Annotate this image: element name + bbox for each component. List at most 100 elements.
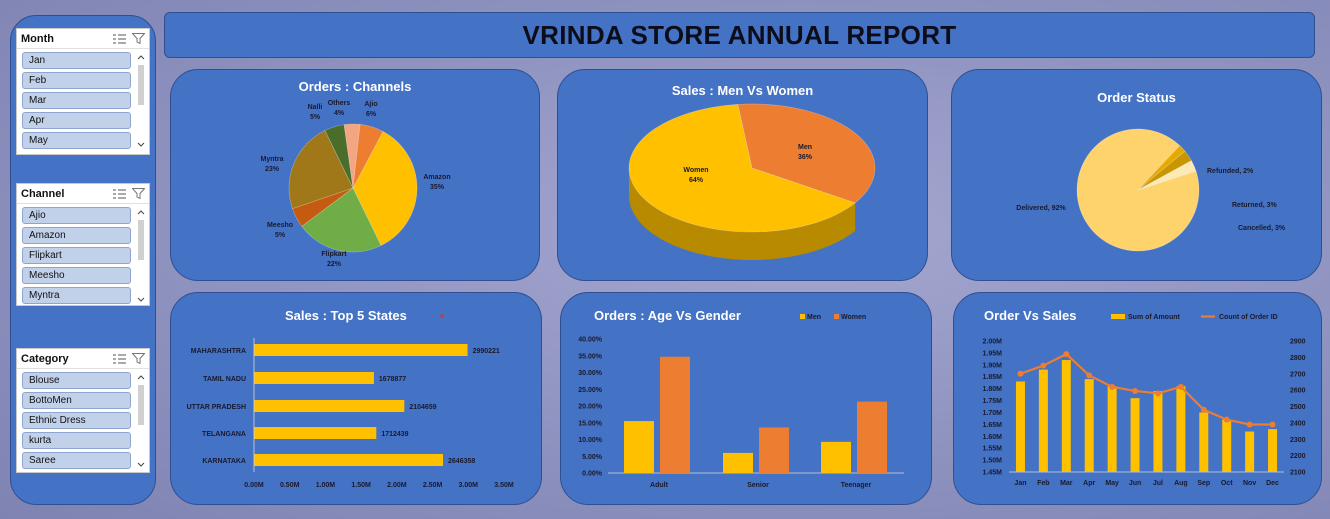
slicer-item[interactable]: Meesho (22, 267, 131, 284)
multi-select-icon[interactable] (113, 188, 126, 199)
y-tick-label: 0.00% (582, 471, 603, 478)
line-point (1063, 351, 1070, 358)
multi-select-icon[interactable] (113, 353, 126, 364)
slicer-item[interactable]: May (22, 132, 131, 149)
data-label: Amazon (423, 174, 450, 181)
slicer-item[interactable]: Jan (22, 52, 131, 69)
x-tick-label: 2.50M (423, 482, 443, 489)
slicer-item[interactable]: Flipkart (22, 247, 131, 264)
clear-filter-icon[interactable] (132, 33, 145, 44)
bar (723, 452, 753, 473)
slicer-title: Category (21, 352, 69, 365)
pie-slice (352, 131, 418, 246)
y2-tick-label: 2200 (1290, 453, 1306, 460)
category-label: Jan (1014, 480, 1026, 487)
scrollbar-track[interactable] (136, 53, 146, 149)
slicer-scrollbar[interactable] (136, 53, 146, 151)
value-label: 1678877 (379, 376, 406, 383)
y-tick-label: 25.00% (578, 387, 603, 394)
slicer-title: Month (21, 32, 54, 45)
slicer-icons (113, 353, 145, 364)
pie-slice (324, 124, 354, 189)
slicer-item[interactable]: Amazon (22, 227, 131, 244)
slicer-item[interactable]: Ethnic Dress (22, 412, 131, 429)
clear-filter-icon[interactable] (132, 188, 145, 199)
category-label: Jul (1153, 480, 1163, 487)
category-label: Senior (747, 482, 769, 489)
data-label: 5% (310, 114, 321, 121)
line-point (1246, 421, 1253, 428)
bar (1268, 429, 1278, 472)
leader-line (1200, 172, 1206, 176)
y-tick-label: 30.00% (578, 370, 603, 377)
bar (1038, 369, 1048, 472)
bar (857, 401, 887, 473)
data-label: Others (328, 100, 351, 107)
slicer-item[interactable]: Blouse (22, 372, 131, 389)
multi-select-icon[interactable] (113, 33, 126, 44)
data-label: Women (683, 167, 708, 174)
pie-slice (1137, 160, 1197, 191)
bar (624, 421, 654, 473)
bar (1084, 379, 1094, 472)
slicer-item[interactable]: Apr (22, 112, 131, 129)
category-label: KARNATAKA (202, 458, 246, 465)
clear-filter-icon[interactable] (132, 353, 145, 364)
y-tick-label: 5.00% (582, 454, 603, 461)
category-label: TELANGANA (202, 431, 246, 438)
pie-slice-side (629, 168, 856, 261)
category-label: Adult (650, 482, 669, 489)
bar (1130, 398, 1140, 472)
slicer-item[interactable]: BottoMen (22, 392, 131, 409)
slicer-item-list: Blouse BottoMen Ethnic Dress kurta Saree (17, 369, 149, 475)
orders-channels-chart: Amazon 35% Flipkart 22% Meesho 5% Myntra 23% Nal… (261, 100, 451, 268)
pie-slice (628, 104, 856, 233)
x-tick-label: 3.00M (459, 482, 479, 489)
legend-swatch (800, 314, 805, 319)
slicer-item[interactable]: Ajio (22, 207, 131, 224)
category-label: Sep (1197, 480, 1210, 487)
month-slicer: Month Jan Feb Mar Apr May (16, 28, 150, 155)
data-label: 64% (689, 177, 704, 184)
slicer-item[interactable]: kurta (22, 432, 131, 449)
slicer-header: Channel (17, 184, 149, 204)
legend-label: Sum of Amount (1128, 314, 1181, 321)
slicer-item[interactable]: Mar (22, 92, 131, 109)
sales-men-women-chart: Women 64% Men 36% (628, 103, 876, 261)
chart-title: Orders : Channels (298, 79, 412, 94)
data-label: Flipkart (321, 251, 347, 258)
slicer-icons (113, 33, 145, 44)
y-tick-label: 1.70M (983, 410, 1003, 417)
x-tick-label: 1.50M (351, 482, 371, 489)
data-label: 36% (798, 154, 813, 161)
y-tick-label: 1.60M (983, 434, 1003, 441)
slicer-scrollbar[interactable] (136, 373, 146, 471)
y-tick-label: 1.85M (983, 374, 1003, 381)
pie-slice (343, 123, 361, 189)
line-series (1020, 352, 1273, 426)
report-title: VRINDA STORE ANNUAL REPORT (522, 19, 957, 50)
data-label: Refunded, 2% (1207, 168, 1254, 175)
scrollbar-track[interactable] (136, 373, 146, 469)
legend-label: Women (841, 314, 866, 321)
scrollbar-track[interactable] (136, 208, 146, 304)
category-slicer: Category Blouse BottoMen Ethnic Dress kurta S… (16, 348, 150, 473)
y2-tick-label: 2700 (1290, 371, 1306, 378)
slicer-item[interactable]: Myntra (22, 287, 131, 304)
y-tick-label: 1.90M (983, 362, 1003, 369)
category-label: UTTAR PRADESH (187, 404, 246, 411)
line-point (1200, 406, 1207, 413)
bar (254, 372, 374, 384)
pie-slice (352, 124, 384, 189)
slicer-scrollbar[interactable] (136, 208, 146, 306)
legend-label: Count of Order ID (1219, 314, 1278, 321)
slicer-item[interactable]: Feb (22, 72, 131, 89)
data-label: 23% (265, 166, 280, 173)
bar (254, 344, 468, 356)
chart-title: Sales : Men Vs Women (671, 83, 814, 98)
order-status-chart: Delivered, 92% Refunded, 2% Returned, 3% Ca… (1016, 128, 1286, 252)
slicer-item[interactable]: Saree (22, 452, 131, 469)
x-tick-label: 1.00M (316, 482, 336, 489)
data-label: Cancelled, 3% (1238, 225, 1286, 232)
legend-swatch (1111, 314, 1125, 319)
